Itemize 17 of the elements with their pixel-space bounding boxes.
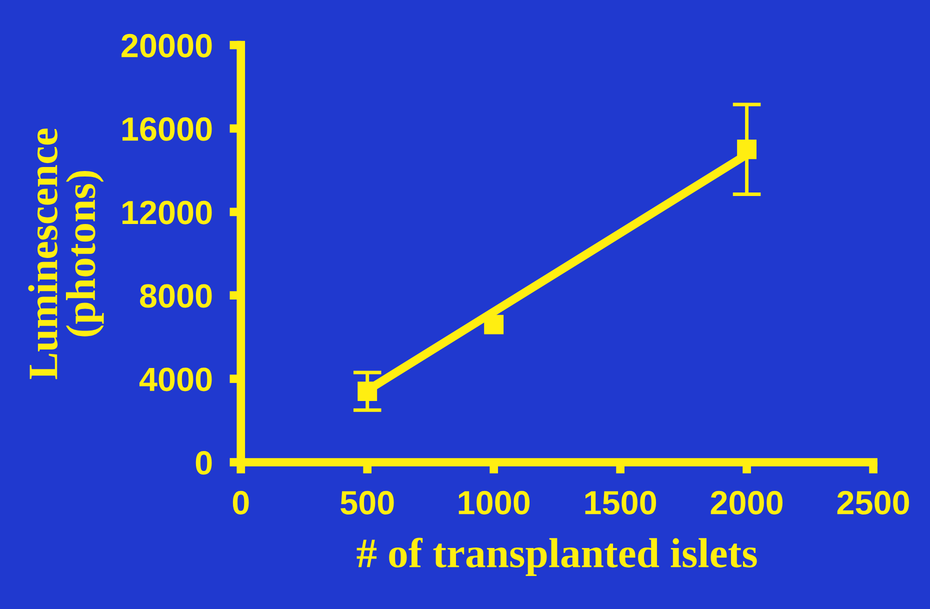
x-axis-title: # of transplanted islets (356, 538, 757, 576)
point (484, 314, 504, 334)
y-axis-title: Luminescence (photons) (28, 128, 104, 380)
x-tick-label: 0 (232, 490, 249, 514)
x-tick-label: 2000 (710, 490, 783, 514)
y-tick-label: 8000 (140, 284, 212, 308)
x-tick-label: 1000 (458, 490, 530, 514)
y-tick-label: 12000 (122, 200, 212, 224)
y-tick-label: 16000 (122, 117, 212, 141)
x-tick-label: 500 (340, 490, 394, 514)
y-tick-label: 0 (196, 451, 212, 475)
point (358, 382, 378, 402)
x-tick-label: 1500 (585, 490, 656, 514)
y-tick-label: 20000 (122, 34, 212, 58)
y-tick-label: 4000 (139, 368, 212, 392)
x-tick-label: 2500 (837, 490, 909, 514)
point (737, 140, 757, 160)
